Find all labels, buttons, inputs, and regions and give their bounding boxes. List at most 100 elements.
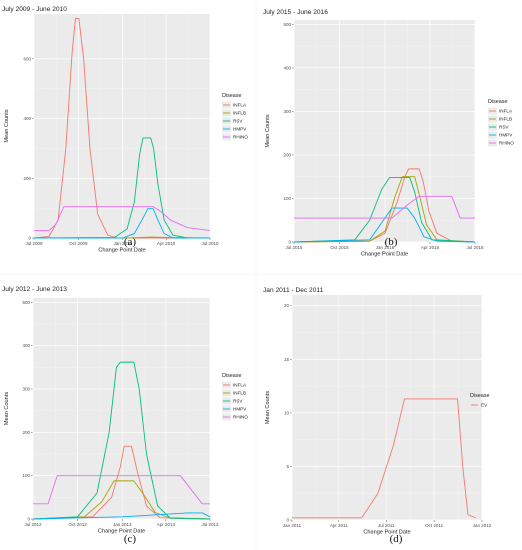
series-line-hmpv bbox=[32, 512, 211, 520]
legend-entry: HMPV bbox=[233, 407, 247, 412]
x-tick-label: Jul 2015 bbox=[285, 245, 303, 250]
y-tick-label: 0 bbox=[27, 517, 30, 522]
y-axis-label: Mean Counts bbox=[265, 391, 271, 424]
panel-label: (d) bbox=[390, 533, 403, 545]
series-line-rsv bbox=[32, 361, 211, 520]
x-tick-label: Apr 2011 bbox=[330, 523, 348, 528]
legend-entry: HMPV bbox=[499, 133, 513, 138]
series-line-rhino bbox=[34, 206, 211, 231]
x-tick-label: Jul 2009 bbox=[25, 241, 43, 246]
y-axis-label: Mean Counts bbox=[265, 114, 271, 147]
y-tick-label: 300 bbox=[22, 387, 30, 392]
series-line-rsv bbox=[33, 137, 210, 239]
x-tick-label: Jan 2012 bbox=[473, 523, 492, 528]
series-line-rhino bbox=[294, 195, 475, 219]
legend-entry: INFLB bbox=[499, 117, 512, 122]
panel-label: (a) bbox=[124, 236, 137, 248]
legend-entry: INFLB bbox=[233, 391, 246, 396]
plot-background bbox=[294, 20, 475, 242]
x-tick-label: Jul 2011 bbox=[378, 523, 395, 528]
plot-background bbox=[33, 298, 210, 519]
chart-title: July 2012 - June 2013 bbox=[2, 286, 67, 293]
y-tick-label: 0 bbox=[286, 518, 289, 523]
y-tick-label: 300 bbox=[283, 109, 291, 114]
x-axis-label: Change Point Date bbox=[361, 252, 408, 258]
x-tick-label: Jan 2016 bbox=[376, 245, 395, 250]
y-tick-label: 500 bbox=[22, 300, 30, 305]
x-tick-label: Jul 2012 bbox=[24, 522, 42, 527]
series-line-inflb bbox=[293, 176, 476, 243]
plot-background bbox=[34, 14, 210, 238]
series-line-hmpv bbox=[293, 207, 476, 243]
chart-panel-b: July 2015 - June 2016 0 100 200 300 400 500 Jul… bbox=[263, 9, 514, 258]
x-axis-label: Change Point Date bbox=[98, 248, 145, 254]
chart-title: Jan 2011 - Dec 2011 bbox=[263, 287, 324, 294]
legend-entry: INFLA bbox=[233, 383, 247, 388]
y-tick-label: 5 bbox=[286, 464, 289, 469]
legend-entry: HMPV bbox=[233, 127, 247, 132]
legend-title: Disease bbox=[222, 373, 241, 379]
legend-title: Disease bbox=[470, 393, 489, 399]
x-tick-label: Jan 2013 bbox=[113, 522, 132, 527]
y-tick-label: 0 bbox=[28, 236, 31, 241]
legend-entry: RSV bbox=[233, 119, 243, 124]
y-tick-label: 0 bbox=[288, 240, 291, 245]
legend-title: Disease bbox=[222, 93, 241, 99]
y-tick-label: 200 bbox=[23, 176, 31, 181]
y-tick-label: 600 bbox=[23, 56, 31, 61]
x-axis-label: Change Point Date bbox=[363, 530, 410, 536]
y-axis-label: Mean Counts bbox=[4, 392, 10, 425]
legend-entry: RSV bbox=[499, 125, 509, 130]
legend-title: Disease bbox=[488, 99, 507, 105]
series-line-rsv bbox=[293, 177, 476, 243]
series-line-rhino bbox=[33, 475, 210, 505]
series-line-hmpv bbox=[34, 208, 210, 239]
x-tick-label: Apr 2010 bbox=[157, 241, 176, 246]
y-tick-label: 500 bbox=[283, 22, 291, 27]
legend-entry: RHINO bbox=[233, 415, 248, 420]
x-tick-label: Jul 2013 bbox=[201, 522, 219, 527]
legend: Disease INFLA INFLB RSV HMPV RHINO bbox=[222, 93, 248, 141]
x-tick-label: Jan 2011 bbox=[283, 523, 302, 528]
y-tick-label: 400 bbox=[22, 343, 30, 348]
panel-label: (c) bbox=[124, 533, 137, 545]
chart-title: July 2009 - June 2010 bbox=[2, 6, 67, 13]
y-axis-label: Mean Counts bbox=[4, 109, 10, 142]
x-tick-label: Jan 2010 bbox=[113, 241, 132, 246]
x-tick-label: Jul 2016 bbox=[466, 245, 484, 250]
x-tick-label: Jul 2010 bbox=[201, 241, 219, 246]
x-tick-label: Oct 2009 bbox=[69, 241, 88, 246]
legend-entry: RHINO bbox=[499, 141, 514, 146]
plot-background bbox=[292, 295, 482, 520]
y-tick-label: 200 bbox=[22, 430, 30, 435]
x-tick-label: Oct 2015 bbox=[330, 245, 349, 250]
legend-entry: INFLA bbox=[499, 109, 513, 114]
y-tick-label: 400 bbox=[23, 116, 31, 121]
y-tick-label: 100 bbox=[22, 473, 30, 478]
y-tick-label: 15 bbox=[284, 357, 290, 362]
legend-entry: RHINO bbox=[233, 135, 248, 140]
y-tick-label: 200 bbox=[283, 152, 291, 157]
y-tick-label: 10 bbox=[284, 410, 290, 415]
series-line-ev bbox=[292, 398, 476, 519]
legend-entry: INFLB bbox=[233, 111, 246, 116]
y-tick-label: 400 bbox=[283, 65, 291, 70]
legend: Disease INFLA INFLB RSV HMPV RHINO bbox=[222, 373, 248, 421]
series-line-inflb bbox=[32, 480, 211, 520]
chart-panel-c: July 2012 - June 2013 0 100 200 300 400 500 Jul… bbox=[2, 286, 248, 545]
legend: Disease INFLA INFLB RSV HMPV RHINO bbox=[488, 99, 514, 147]
y-tick-label: 20 bbox=[284, 303, 290, 308]
x-tick-label: Apr 2013 bbox=[157, 522, 176, 527]
x-tick-label: Oct 2012 bbox=[68, 522, 87, 527]
legend-entry: RSV bbox=[233, 399, 243, 404]
legend-entry: EV bbox=[481, 403, 488, 408]
chart-panel-d: Jan 2011 - Dec 2011 0 5 10 15 20 Jan 2011 Apr 2… bbox=[263, 287, 492, 545]
x-tick-label: Apr 2016 bbox=[421, 245, 440, 250]
chart-panel-a: July 2009 - June 2010 0 200 400 600 Jul 2009 O… bbox=[2, 6, 248, 254]
y-tick-label: 100 bbox=[283, 196, 291, 201]
series-line-infla bbox=[293, 168, 476, 243]
x-tick-label: Oct 2011 bbox=[425, 523, 443, 528]
panel-label: (b) bbox=[385, 236, 398, 248]
series-line-infla bbox=[32, 445, 211, 520]
